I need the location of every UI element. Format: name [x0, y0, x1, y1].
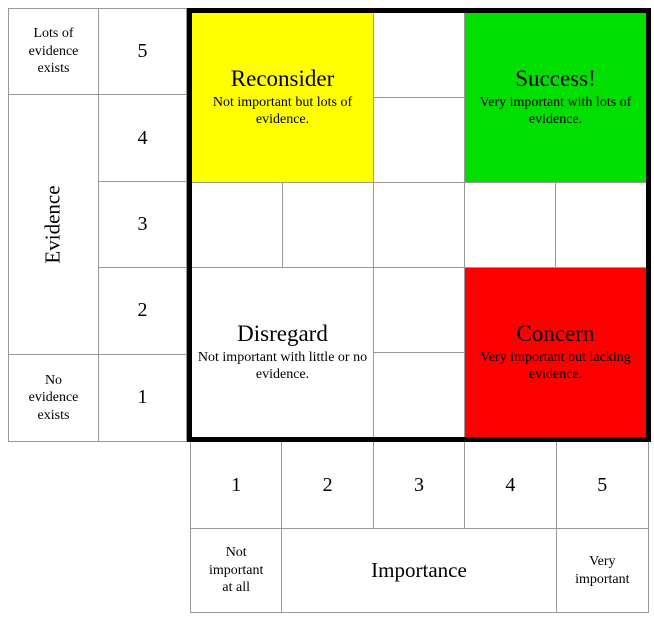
- evidence-axis-title: Evidence: [41, 185, 65, 264]
- evidence-axis-table: Lots of evidence exists Evidence No evid…: [8, 8, 187, 442]
- quadrant-title: Reconsider: [230, 66, 335, 92]
- quadrant-success: Success! Very important with lots of evi…: [465, 13, 646, 182]
- importance-scale-cell: 2: [282, 442, 374, 529]
- evidence-axis-title-cell: Evidence: [9, 95, 99, 355]
- importance-axis-table: 1 2 3 4 5 Not important at all Importanc…: [190, 442, 649, 613]
- evidence-scale-cell: 3: [99, 182, 186, 269]
- grid-cell: [192, 183, 282, 267]
- matrix-grid: Reconsider Not important but lots of evi…: [187, 8, 651, 442]
- evidence-scale-cell: 5: [99, 9, 186, 96]
- evidence-scale-cell: 4: [99, 95, 186, 182]
- importance-scale-cell: 1: [191, 442, 283, 529]
- grid-cell: [556, 183, 646, 267]
- grid-cell: [374, 268, 464, 352]
- importance-high-label: Very important: [575, 554, 630, 587]
- grid-cell: [374, 183, 464, 267]
- evidence-high-label: Lots of evidence exists: [9, 9, 99, 96]
- grid-cell: [374, 98, 464, 182]
- importance-low-label: Not important at all: [191, 529, 283, 612]
- quadrant-disregard: Disregard Not important with little or n…: [192, 268, 373, 437]
- grid-cell: [465, 183, 555, 267]
- importance-scale-cell: 4: [465, 442, 557, 529]
- grid-cell: [374, 13, 464, 97]
- quadrant-description: Not important with little or no evidence…: [197, 349, 368, 383]
- quadrant-description: Very important but lacking evidence.: [480, 349, 631, 383]
- importance-scale-cell: 3: [373, 442, 466, 529]
- quadrant-title: Concern: [516, 321, 595, 347]
- quadrant-reconsider: Reconsider Not important but lots of evi…: [192, 13, 373, 182]
- grid-cell: [283, 183, 373, 267]
- importance-scale-cell: 5: [556, 442, 648, 529]
- grid-cell: [374, 353, 464, 437]
- evidence-scale-cell: 2: [99, 268, 186, 355]
- evidence-scale-cell: 1: [137, 386, 148, 409]
- importance-axis-title: Importance: [282, 529, 557, 612]
- quadrant-description: Very important with lots of evidence.: [479, 94, 632, 128]
- quadrant-title: Success!: [515, 66, 596, 92]
- evidence-low-label: No evidence exists: [9, 354, 99, 441]
- quadrant-description: Not important but lots of evidence.: [212, 94, 353, 128]
- quadrant-concern: Concern Very important but lacking evide…: [465, 268, 646, 437]
- quadrant-title: Disregard: [237, 321, 328, 347]
